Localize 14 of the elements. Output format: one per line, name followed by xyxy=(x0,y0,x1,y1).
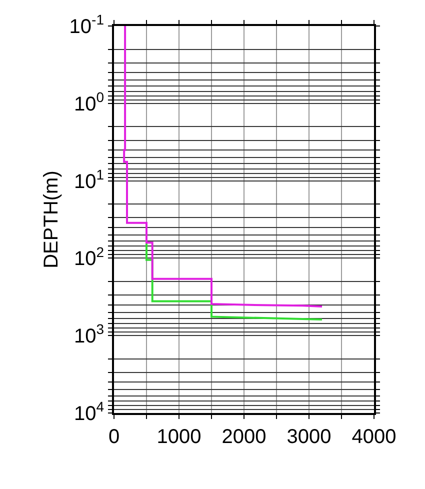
y-tick-label: 10$^{2}$ xyxy=(74,244,104,270)
y-tick-label: 10$^{1}$ xyxy=(74,166,104,193)
line-series xyxy=(146,242,323,321)
y-axis-title: DEPTH(m) xyxy=(40,170,62,268)
y-tick-label: 10$^{3}$ xyxy=(74,321,104,348)
y-tick-label: 10$^{4}$ xyxy=(74,398,104,425)
x-tick-label: 2000 xyxy=(222,426,266,448)
y-tick-label: 10$^{0}$ xyxy=(74,89,104,116)
x-tick-label: 1000 xyxy=(156,426,202,448)
x-tick-label: 3000 xyxy=(286,426,332,448)
x-tick-label: 4000 xyxy=(352,426,396,448)
line-series xyxy=(123,26,323,308)
y-tick-label: 10$^{-1}$ xyxy=(69,12,104,38)
x-tick-label: 0 xyxy=(108,426,120,448)
